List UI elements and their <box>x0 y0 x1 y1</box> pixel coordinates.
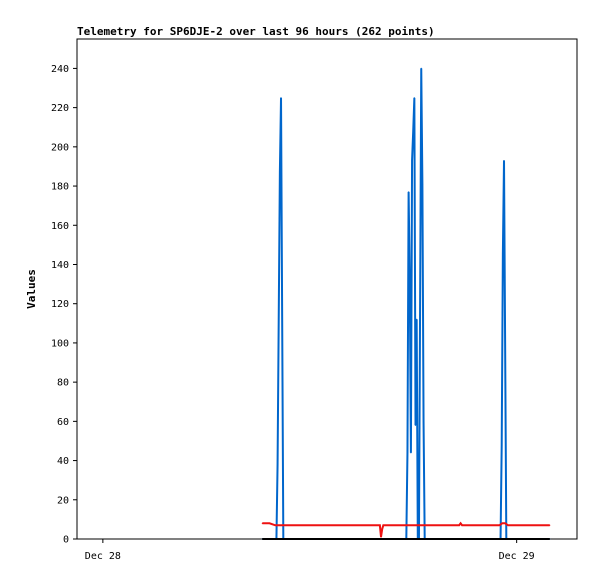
x-tick-label: Dec 29 <box>499 551 535 562</box>
data-point <box>502 254 504 256</box>
data-point <box>419 303 421 305</box>
data-point <box>501 522 503 524</box>
data-point <box>416 318 418 320</box>
data-point <box>382 524 384 526</box>
data-point <box>460 522 462 524</box>
data-point <box>504 522 506 524</box>
data-point <box>504 348 506 350</box>
data-point <box>281 318 283 320</box>
data-point <box>410 452 412 454</box>
data-point <box>503 159 505 162</box>
data-point <box>278 318 280 320</box>
data-point <box>421 183 424 185</box>
y-tick-label: 0 <box>63 535 69 546</box>
data-point <box>458 524 460 526</box>
data-point <box>268 522 271 524</box>
series-line <box>262 521 550 538</box>
y-axis: 0 20 40 60 80 100 120 140 160 180 200 220 240 <box>51 64 77 546</box>
series-2 <box>261 521 551 538</box>
data-point <box>406 452 409 454</box>
data-point <box>420 67 422 70</box>
data-point <box>381 528 383 530</box>
y-tick-label: 100 <box>51 338 69 349</box>
data-point <box>261 538 263 540</box>
y-tick-label: 180 <box>51 182 69 193</box>
x-axis: Dec 28 Dec 29 <box>85 539 535 562</box>
y-tick-label: 20 <box>57 495 69 506</box>
plot-frame <box>76 38 578 540</box>
series-layer <box>261 67 551 540</box>
data-point <box>412 130 414 132</box>
data-point <box>549 524 551 526</box>
y-tick-label: 240 <box>51 64 69 75</box>
y-tick-label: 140 <box>51 260 69 271</box>
data-point <box>408 191 410 193</box>
series-3 <box>261 538 551 540</box>
data-point <box>409 279 411 281</box>
chart-title: Telemetry for SP6DJE-2 over last 96 hour… <box>77 25 435 38</box>
x-tick-label: Dec 28 <box>85 551 121 562</box>
data-point <box>411 159 413 162</box>
y-tick-label: 220 <box>51 103 69 114</box>
y-axis-title: Values <box>25 269 38 309</box>
data-point <box>549 538 551 540</box>
data-point <box>498 524 501 526</box>
series-line <box>262 68 550 540</box>
data-point <box>507 524 509 526</box>
y-tick-label: 40 <box>57 456 69 467</box>
y-tick-label: 200 <box>51 142 69 153</box>
data-point <box>422 420 425 422</box>
data-point <box>461 524 463 526</box>
y-tick-label: 160 <box>51 221 69 232</box>
data-point <box>280 97 282 99</box>
y-tick-label: 80 <box>57 378 69 389</box>
data-point <box>501 444 503 446</box>
data-point <box>413 97 415 99</box>
data-point <box>379 524 381 526</box>
data-point <box>274 524 276 526</box>
data-point <box>276 463 279 466</box>
data-point <box>261 522 263 524</box>
data-point <box>378 524 380 526</box>
y-tick-label: 60 <box>57 417 69 428</box>
data-point <box>279 171 281 173</box>
data-point <box>414 424 417 426</box>
y-tick-label: 120 <box>51 299 69 310</box>
data-point <box>380 536 382 538</box>
